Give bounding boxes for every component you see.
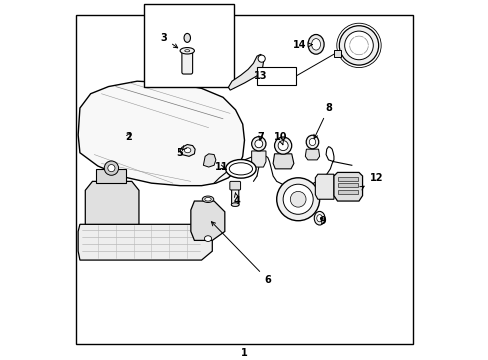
Ellipse shape <box>204 198 211 201</box>
Text: 2: 2 <box>124 132 131 141</box>
Polygon shape <box>180 144 195 156</box>
Ellipse shape <box>204 236 211 242</box>
Ellipse shape <box>311 39 320 50</box>
Ellipse shape <box>274 137 291 154</box>
Polygon shape <box>203 154 215 167</box>
Circle shape <box>104 161 118 175</box>
Text: 10: 10 <box>273 132 286 145</box>
Ellipse shape <box>251 137 265 151</box>
Circle shape <box>290 192 305 207</box>
Polygon shape <box>78 81 244 186</box>
FancyBboxPatch shape <box>182 51 192 74</box>
Polygon shape <box>78 224 212 260</box>
Circle shape <box>276 178 319 221</box>
Ellipse shape <box>231 203 239 206</box>
Text: 12: 12 <box>359 173 383 190</box>
FancyBboxPatch shape <box>231 186 238 206</box>
Ellipse shape <box>308 139 315 145</box>
Polygon shape <box>333 50 341 57</box>
Circle shape <box>108 165 115 172</box>
Text: 11: 11 <box>214 162 227 172</box>
Ellipse shape <box>180 48 194 54</box>
Text: 7: 7 <box>257 132 264 141</box>
Ellipse shape <box>225 159 256 178</box>
Text: 13: 13 <box>253 71 267 81</box>
Text: 1: 1 <box>241 348 247 358</box>
Text: 3: 3 <box>160 33 177 48</box>
Ellipse shape <box>184 148 190 153</box>
Bar <box>144 4 233 86</box>
Polygon shape <box>228 54 264 90</box>
Ellipse shape <box>183 33 190 42</box>
Bar <box>96 169 126 183</box>
Ellipse shape <box>314 211 325 225</box>
Polygon shape <box>333 172 362 201</box>
Polygon shape <box>251 151 265 167</box>
Ellipse shape <box>278 141 287 150</box>
Text: 6: 6 <box>211 222 270 285</box>
Text: 8: 8 <box>313 103 331 139</box>
Circle shape <box>339 26 378 65</box>
Ellipse shape <box>305 135 318 149</box>
Ellipse shape <box>254 140 262 148</box>
Ellipse shape <box>307 35 324 54</box>
Bar <box>338 183 357 188</box>
Polygon shape <box>190 201 224 240</box>
Ellipse shape <box>202 196 213 202</box>
Bar <box>338 177 357 181</box>
Text: 9: 9 <box>319 216 326 226</box>
Polygon shape <box>85 181 139 224</box>
Circle shape <box>283 184 312 214</box>
Bar <box>257 67 296 85</box>
Ellipse shape <box>316 215 322 222</box>
Circle shape <box>258 55 264 62</box>
Ellipse shape <box>229 163 252 175</box>
Text: 14: 14 <box>293 40 312 50</box>
Bar <box>338 190 357 194</box>
FancyBboxPatch shape <box>229 181 240 190</box>
Polygon shape <box>305 149 319 160</box>
Polygon shape <box>273 154 293 169</box>
Ellipse shape <box>184 50 189 52</box>
Text: 5: 5 <box>176 146 186 158</box>
Polygon shape <box>315 174 333 199</box>
Text: 4: 4 <box>233 193 240 206</box>
Circle shape <box>344 31 372 60</box>
